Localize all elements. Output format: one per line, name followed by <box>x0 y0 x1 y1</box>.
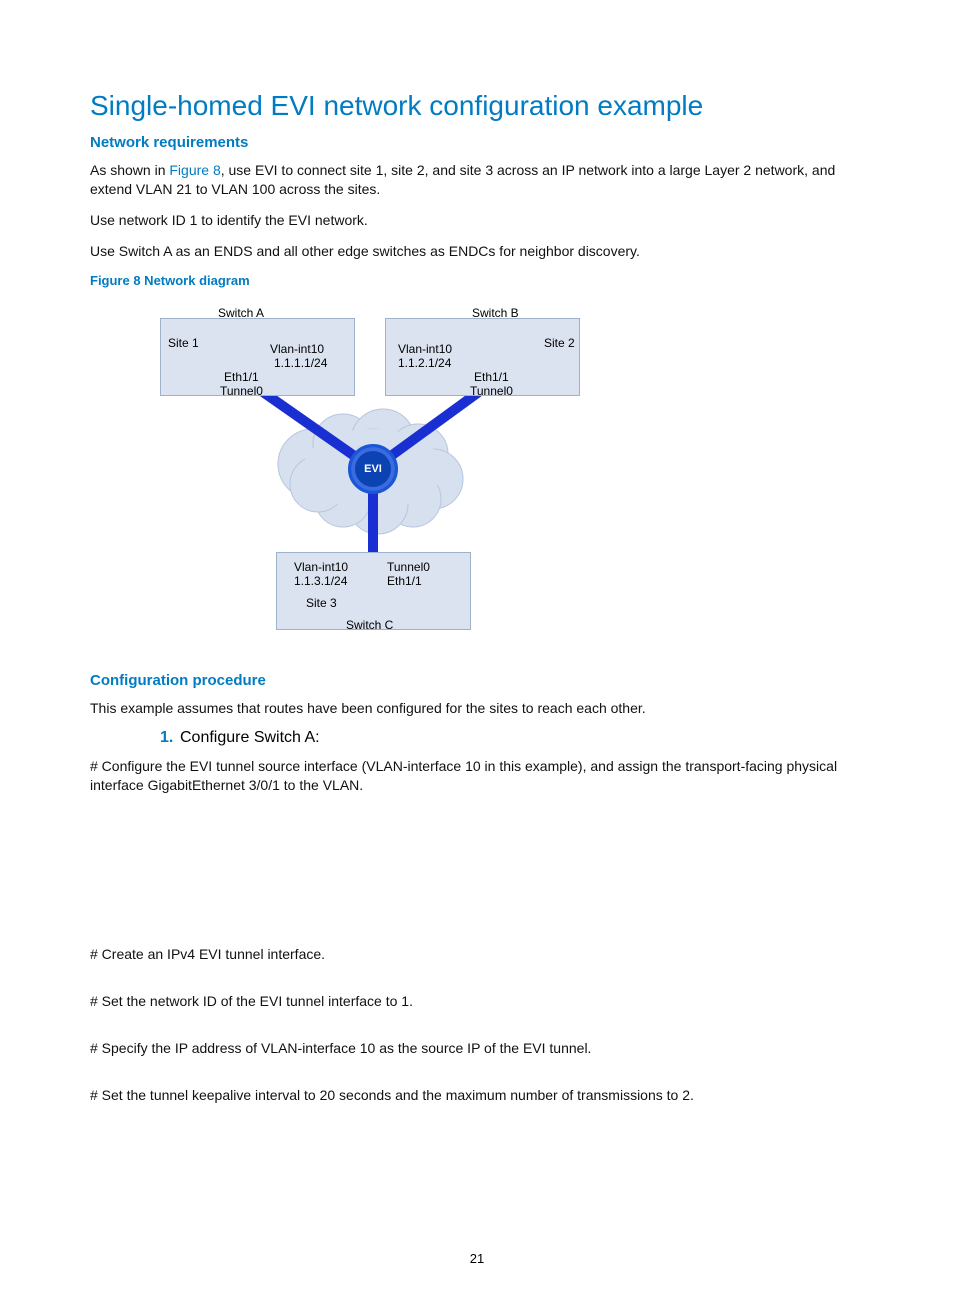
cfg-substep-e: # Set the tunnel keepalive interval to 2… <box>90 1086 864 1105</box>
section-heading-requirements: Network requirements <box>90 134 864 151</box>
req-paragraph-2: Use network ID 1 to identify the EVI net… <box>90 211 864 230</box>
cfg-substep-b: # Create an IPv4 EVI tunnel interface. <box>90 945 864 964</box>
evi-badge: EVI <box>348 444 398 494</box>
site1-vlan-label: Vlan-int10 <box>270 342 324 356</box>
step-text: Configure Switch A: <box>180 729 864 747</box>
page: Single-homed EVI network configuration e… <box>0 0 954 1296</box>
site2-ip-label: 1.1.2.1/24 <box>398 356 451 370</box>
site1-eth-label: Eth1/1 <box>224 370 259 384</box>
site2-site-label: Site 2 <box>544 336 575 350</box>
req-paragraph-3: Use Switch A as an ENDS and all other ed… <box>90 242 864 261</box>
page-title: Single-homed EVI network configuration e… <box>90 90 864 122</box>
site3-eth-label: Eth1/1 <box>387 574 422 588</box>
section-heading-config: Configuration procedure <box>90 672 864 689</box>
cfg-paragraph-1: This example assumes that routes have be… <box>90 699 864 718</box>
site2-vlan-label: Vlan-int10 <box>398 342 452 356</box>
site1-tun-label: Tunnel0 <box>220 384 263 398</box>
figure-link[interactable]: Figure 8 <box>169 162 220 178</box>
config-step-1: 1. Configure Switch A: <box>160 729 864 747</box>
req-paragraph-1: As shown in Figure 8, use EVI to connect… <box>90 161 864 199</box>
site2-eth-label: Eth1/1 <box>474 370 509 384</box>
site1-site-label: Site 1 <box>168 336 199 350</box>
cfg-substep-c: # Set the network ID of the EVI tunnel i… <box>90 992 864 1011</box>
site3-site-label: Site 3 <box>306 596 337 610</box>
site3-tun-label: Tunnel0 <box>387 560 430 574</box>
site3-vlan-label: Vlan-int10 <box>294 560 348 574</box>
site2-switch-label: Switch B <box>472 306 519 320</box>
cfg-substep-d: # Specify the IP address of VLAN-interfa… <box>90 1039 864 1058</box>
site1-switch-label: Switch A <box>218 306 264 320</box>
site2-tun-label: Tunnel0 <box>470 384 513 398</box>
step-number: 1. <box>160 729 180 747</box>
site1-ip-label: 1.1.1.1/24 <box>274 356 327 370</box>
cfg-substep-a: # Configure the EVI tunnel source interf… <box>90 757 864 795</box>
site3-ip-label: 1.1.3.1/24 <box>294 574 347 588</box>
req-p1-before: As shown in <box>90 162 169 178</box>
figure-caption: Figure 8 Network diagram <box>90 273 864 288</box>
network-diagram: ⇄⇄⇄Site 1Switch AVlan-int101.1.1.1/24Eth… <box>160 294 590 644</box>
page-number: 21 <box>0 1251 954 1266</box>
site3-switch-label: Switch C <box>346 618 393 632</box>
